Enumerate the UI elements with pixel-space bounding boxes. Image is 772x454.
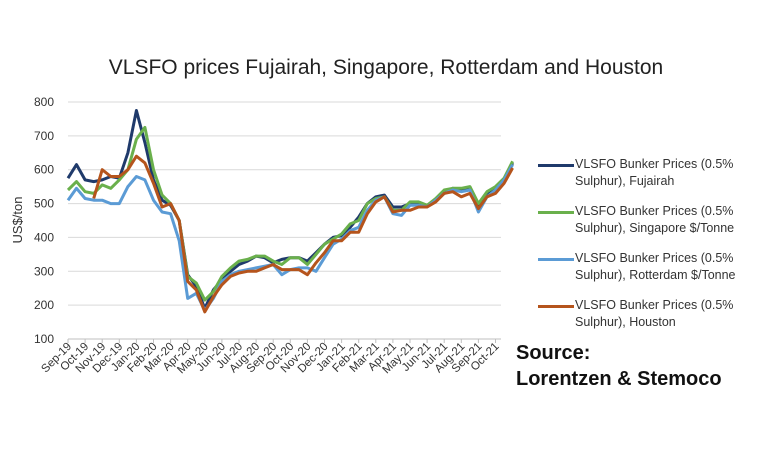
y-tick-label: 300 <box>34 264 54 278</box>
legend-label: Sulphur), Houston <box>575 315 676 329</box>
y-tick-label: 600 <box>34 163 54 177</box>
legend-item-rotterdam: VLSFO Bunker Prices (0.5% Sulphur), Rotte… <box>538 250 768 297</box>
legend-swatch <box>538 258 574 261</box>
legend-label: VLSFO Bunker Prices (0.5% <box>575 298 734 312</box>
source-name: Lorentzen & Stemoco <box>516 368 722 390</box>
y-axis-label: US$/ton <box>10 197 25 244</box>
legend-label: VLSFO Bunker Prices (0.5% <box>575 204 734 218</box>
legend-label: VLSFO Bunker Prices (0.5% <box>575 157 734 171</box>
source-note: Source: Lorentzen & Stemoco <box>516 340 722 392</box>
legend: VLSFO Bunker Prices (0.5% Sulphur), Fujai… <box>538 156 768 344</box>
series-line-houston <box>92 154 514 314</box>
y-tick-label: 200 <box>34 298 54 312</box>
y-tick-label: 800 <box>34 95 54 109</box>
legend-swatch <box>538 211 574 214</box>
legend-label: Sulphur), Rotterdam $/Tonne <box>575 268 736 282</box>
y-tick-label: 400 <box>34 230 54 244</box>
y-tick-label: 700 <box>34 129 54 143</box>
series-line-singapore <box>66 125 514 302</box>
legend-item-singapore: VLSFO Bunker Prices (0.5% Sulphur), Singa… <box>538 203 768 250</box>
legend-item-houston: VLSFO Bunker Prices (0.5% Sulphur), Houst… <box>538 297 768 344</box>
legend-label: VLSFO Bunker Prices (0.5% <box>575 251 734 265</box>
chart-title: VLSFO prices Fujairah, Singapore, Rotter… <box>108 56 664 79</box>
y-tick-label: 500 <box>34 197 54 211</box>
legend-item-fujairah: VLSFO Bunker Prices (0.5% Sulphur), Fujai… <box>538 156 768 203</box>
legend-label: Sulphur), Fujairah <box>575 174 675 188</box>
source-label: Source: <box>516 342 591 364</box>
legend-swatch <box>538 164 574 167</box>
legend-label: Sulphur), Singapore $/Tonne <box>575 221 735 235</box>
y-tick-label: 100 <box>34 332 54 346</box>
legend-swatch <box>538 305 574 308</box>
